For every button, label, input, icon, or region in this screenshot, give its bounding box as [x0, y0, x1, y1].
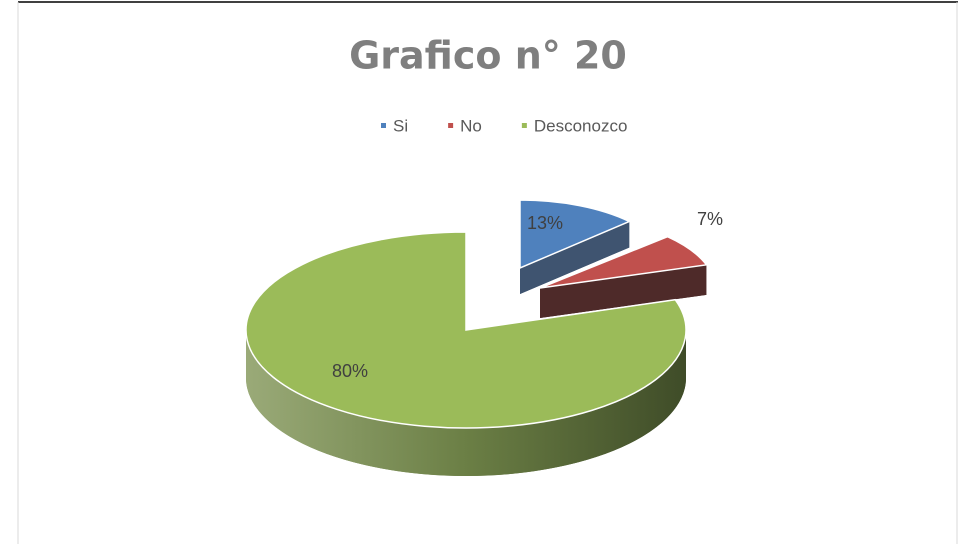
legend-swatch [521, 123, 527, 128]
legend-label: No [460, 116, 482, 135]
slice [519, 199, 632, 270]
legend-swatch [381, 123, 386, 128]
legend-label: Si [393, 116, 408, 135]
data-label: 13% [527, 213, 563, 233]
chart-title: Grafico n° 20 [349, 34, 627, 78]
slice-cut [540, 264, 707, 318]
slice [539, 235, 708, 289]
legend-label: Desconozco [534, 116, 628, 135]
slice [245, 231, 687, 429]
slice-cut [520, 221, 630, 294]
legend-swatch [448, 123, 454, 128]
slice-side [246, 330, 686, 476]
pie: 13% 7% 80% [245, 199, 723, 476]
data-label: 80% [332, 361, 368, 381]
data-label: 7% [697, 209, 723, 229]
legend: Si No Desconozco [381, 116, 627, 135]
